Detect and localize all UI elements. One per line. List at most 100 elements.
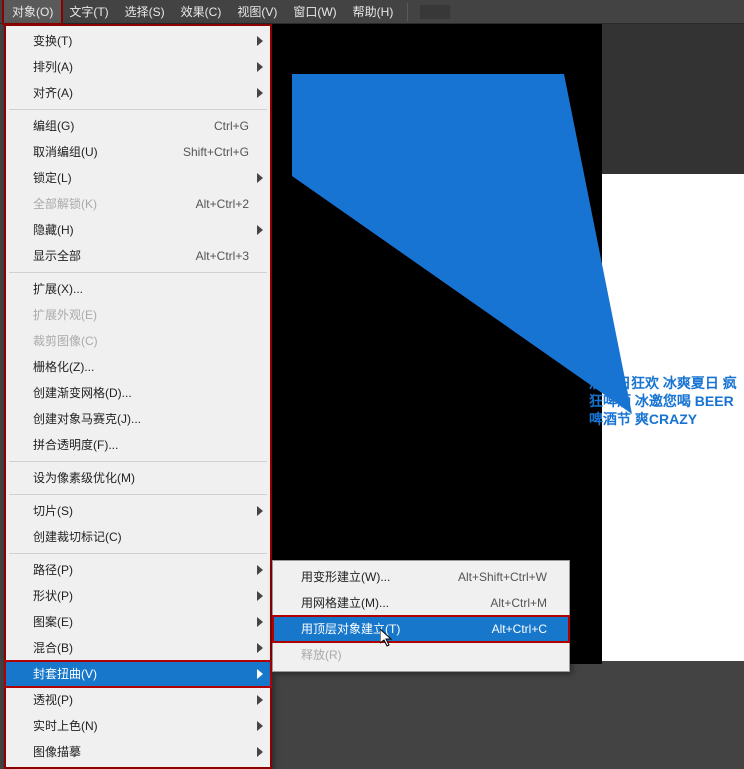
menu-item[interactable]: 对齐(A) [5, 80, 271, 106]
menu-window[interactable]: 窗口(W) [285, 0, 344, 23]
menu-item-label: 显示全部 [33, 247, 81, 265]
menu-item-label: 图像描摹 [33, 743, 81, 761]
menu-item-label: 透视(P) [33, 691, 73, 709]
toolbar-area [420, 5, 450, 19]
menu-item[interactable]: 用变形建立(W)... Alt+Shift+Ctrl+W [273, 564, 569, 590]
menu-item-label: 拼合透明度(F)... [33, 436, 118, 454]
menu-item-label: 编组(G) [33, 117, 74, 135]
menu-item[interactable]: 形状(P) [5, 583, 271, 609]
chevron-right-icon [257, 747, 263, 757]
poster-title: 啤酒狂欢节 纯色啤酒夏日狂欢 [296, 79, 549, 105]
menu-effect[interactable]: 效果(C) [173, 0, 230, 23]
menu-separator [9, 272, 267, 273]
menu-item-label: 混合(B) [33, 639, 73, 657]
menu-item-label: 隐藏(H) [33, 221, 74, 239]
menu-item-label: 切片(S) [33, 502, 73, 520]
menu-item[interactable]: 图案(E) [5, 609, 271, 635]
menu-object[interactable]: 对象(O) [4, 0, 61, 23]
menu-item-label: 图案(E) [33, 613, 73, 631]
menu-item[interactable]: 拼合透明度(F)... [5, 432, 271, 458]
menu-shortcut: Alt+Ctrl+2 [196, 195, 249, 213]
menu-item-label: 全部解锁(K) [33, 195, 97, 213]
menu-item-label: 变换(T) [33, 32, 72, 50]
chevron-right-icon [257, 62, 263, 72]
menu-select[interactable]: 选择(S) [117, 0, 173, 23]
menu-item-label: 路径(P) [33, 561, 73, 579]
menu-item: 扩展外观(E) [5, 302, 271, 328]
menu-item-label: 用变形建立(W)... [301, 568, 390, 586]
menu-item: 释放(R) [273, 642, 569, 668]
menu-item[interactable]: 栅格化(Z)... [5, 354, 271, 380]
chevron-right-icon [257, 225, 263, 235]
menu-shortcut: Ctrl+G [214, 117, 249, 135]
menu-item-label: 锁定(L) [33, 169, 72, 187]
chevron-right-icon [257, 669, 263, 679]
chevron-right-icon [257, 88, 263, 98]
menu-item[interactable]: 封套扭曲(V) [5, 661, 271, 687]
menu-item-label: 创建裁切标记(C) [33, 528, 122, 546]
menu-item-label: 封套扭曲(V) [33, 665, 97, 683]
chevron-right-icon [257, 643, 263, 653]
menu-item[interactable]: 锁定(L) [5, 165, 271, 191]
chevron-right-icon [257, 36, 263, 46]
menu-shortcut: Alt+Ctrl+C [492, 620, 547, 638]
menu-item[interactable]: 图像描摹 [5, 739, 271, 765]
menu-item[interactable]: 隐藏(H) [5, 217, 271, 243]
menu-item-label: 设为像素级优化(M) [33, 469, 135, 487]
menu-separator [9, 553, 267, 554]
menu-separator [9, 109, 267, 110]
chevron-right-icon [257, 617, 263, 627]
separator [407, 3, 408, 21]
menu-item[interactable]: 创建裁切标记(C) [5, 524, 271, 550]
menu-shortcut: Alt+Ctrl+M [490, 594, 547, 612]
menu-separator [9, 494, 267, 495]
menu-item[interactable]: 切片(S) [5, 498, 271, 524]
menu-item-label: 创建渐变网格(D)... [33, 384, 132, 402]
menu-item[interactable]: 编组(G) Ctrl+G [5, 113, 271, 139]
menu-shortcut: Shift+Ctrl+G [183, 143, 249, 161]
menu-item[interactable]: 取消编组(U) Shift+Ctrl+G [5, 139, 271, 165]
menu-item-label: 创建对象马赛克(J)... [33, 410, 141, 428]
menu-item[interactable]: 透视(P) [5, 687, 271, 713]
chevron-right-icon [257, 721, 263, 731]
menu-item: 裁剪图像(C) [5, 328, 271, 354]
menu-item-label: 排列(A) [33, 58, 73, 76]
chevron-right-icon [257, 506, 263, 516]
menu-item[interactable]: 设为像素级优化(M) [5, 465, 271, 491]
menu-item[interactable]: 创建渐变网格(D)... [5, 380, 271, 406]
menu-separator [9, 461, 267, 462]
menu-item-label: 用网格建立(M)... [301, 594, 389, 612]
chevron-right-icon [257, 565, 263, 575]
chevron-right-icon [257, 695, 263, 705]
menu-item[interactable]: 实时上色(N) [5, 713, 271, 739]
menu-shortcut: Alt+Ctrl+3 [196, 247, 249, 265]
menu-item-label: 实时上色(N) [33, 717, 98, 735]
menu-item[interactable]: 用顶层对象建立(T)Alt+Ctrl+C [273, 616, 569, 642]
menu-view[interactable]: 视图(V) [229, 0, 285, 23]
chevron-right-icon [257, 173, 263, 183]
cursor-icon [380, 629, 396, 650]
menu-item[interactable]: 用网格建立(M)... Alt+Ctrl+M [273, 590, 569, 616]
menu-item[interactable]: 路径(P) [5, 557, 271, 583]
menu-item[interactable]: 显示全部 Alt+Ctrl+3 [5, 243, 271, 269]
menu-item-label: 取消编组(U) [33, 143, 98, 161]
menu-item-label: 栅格化(Z)... [33, 358, 94, 376]
menu-item-label: 扩展(X)... [33, 280, 83, 298]
menu-item-label: 对齐(A) [33, 84, 73, 102]
menu-item[interactable]: 创建对象马赛克(J)... [5, 406, 271, 432]
menu-item[interactable]: 排列(A) [5, 54, 271, 80]
envelope-distort-submenu: 用变形建立(W)... Alt+Shift+Ctrl+W 用网格建立(M)... Al… [272, 560, 570, 672]
menu-item[interactable]: 扩展(X)... [5, 276, 271, 302]
menu-help[interactable]: 帮助(H) [345, 0, 402, 23]
menu-item[interactable]: 变换(T) [5, 28, 271, 54]
menu-shortcut: Alt+Shift+Ctrl+W [458, 568, 547, 586]
menu-item-label: 裁剪图像(C) [33, 332, 98, 350]
menu-text[interactable]: 文字(T) [61, 0, 116, 23]
menu-item: 全部解锁(K) Alt+Ctrl+2 [5, 191, 271, 217]
chevron-right-icon [257, 591, 263, 601]
menu-item[interactable]: 混合(B) [5, 635, 271, 661]
menu-item-label: 形状(P) [33, 587, 73, 605]
menubar: 对象(O) 文字(T) 选择(S) 效果(C) 视图(V) 窗口(W) 帮助(H… [0, 0, 744, 24]
poster-side-text: 酒夏日狂欢 冰爽夏日 疯狂啤酒 冰邀您喝 BEER 啤酒节 爽CRAZY [589, 374, 739, 429]
object-menu-dropdown: 变换(T) 排列(A) 对齐(A) 编组(G) Ctrl+G 取消编组(U) Shift+C… [4, 24, 272, 769]
